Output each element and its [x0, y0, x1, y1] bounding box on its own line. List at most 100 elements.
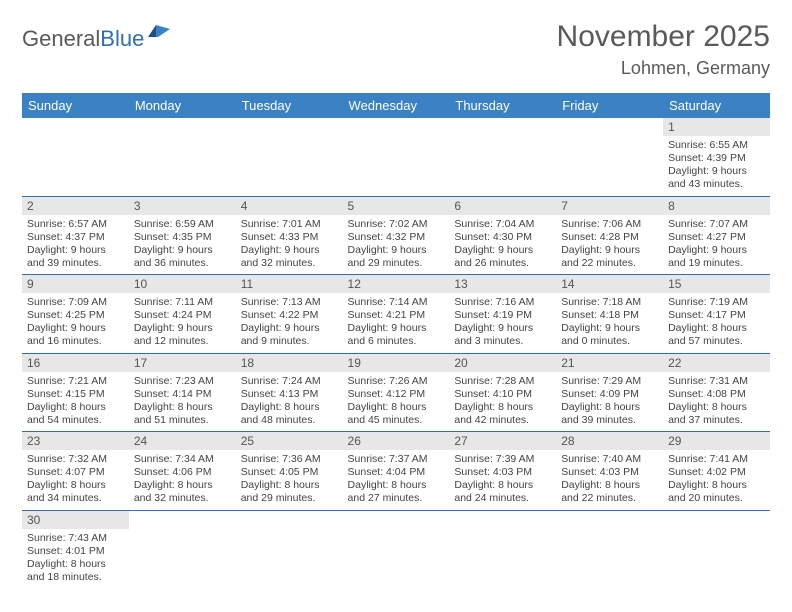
calendar-cell: 24Sunrise: 7:34 AMSunset: 4:06 PMDayligh…: [129, 432, 236, 511]
sunset-text: Sunset: 4:30 PM: [454, 231, 551, 244]
daylight-text: Daylight: 9 hours and 26 minutes.: [454, 244, 551, 270]
day-number: 23: [22, 432, 129, 450]
calendar-cell: [449, 510, 556, 588]
sunset-text: Sunset: 4:07 PM: [27, 466, 124, 479]
calendar-cell: 10Sunrise: 7:11 AMSunset: 4:24 PMDayligh…: [129, 275, 236, 354]
calendar-cell: [236, 510, 343, 588]
sunrise-text: Sunrise: 7:31 AM: [668, 375, 765, 388]
day-content: Sunrise: 7:06 AMSunset: 4:28 PMDaylight:…: [556, 215, 663, 275]
sunrise-text: Sunrise: 7:06 AM: [561, 218, 658, 231]
weekday-header: Friday: [556, 93, 663, 118]
day-number: 21: [556, 354, 663, 372]
daylight-text: Daylight: 9 hours and 0 minutes.: [561, 322, 658, 348]
daylight-text: Daylight: 8 hours and 39 minutes.: [561, 401, 658, 427]
sunrise-text: Sunrise: 7:21 AM: [27, 375, 124, 388]
header: GeneralBlue November 2025 Lohmen, German…: [22, 20, 770, 79]
sunrise-text: Sunrise: 7:40 AM: [561, 453, 658, 466]
sunset-text: Sunset: 4:01 PM: [27, 545, 124, 558]
sunrise-text: Sunrise: 7:11 AM: [134, 296, 231, 309]
day-number: 2: [22, 197, 129, 215]
day-content: Sunrise: 7:23 AMSunset: 4:14 PMDaylight:…: [129, 372, 236, 432]
day-content: Sunrise: 6:57 AMSunset: 4:37 PMDaylight:…: [22, 215, 129, 275]
sunset-text: Sunset: 4:05 PM: [241, 466, 338, 479]
sunrise-text: Sunrise: 7:16 AM: [454, 296, 551, 309]
calendar-cell: 2Sunrise: 6:57 AMSunset: 4:37 PMDaylight…: [22, 196, 129, 275]
logo-text: GeneralBlue: [22, 26, 144, 52]
daylight-text: Daylight: 8 hours and 42 minutes.: [454, 401, 551, 427]
weekday-header: Monday: [129, 93, 236, 118]
day-content: Sunrise: 7:07 AMSunset: 4:27 PMDaylight:…: [663, 215, 770, 275]
day-number: 4: [236, 197, 343, 215]
calendar-cell: 30Sunrise: 7:43 AMSunset: 4:01 PMDayligh…: [22, 510, 129, 588]
daylight-text: Daylight: 8 hours and 20 minutes.: [668, 479, 765, 505]
day-number: 1: [663, 118, 770, 136]
weekday-header-row: Sunday Monday Tuesday Wednesday Thursday…: [22, 93, 770, 118]
daylight-text: Daylight: 8 hours and 24 minutes.: [454, 479, 551, 505]
logo: GeneralBlue: [22, 26, 174, 52]
title-block: November 2025 Lohmen, Germany: [557, 20, 770, 79]
weekday-header: Thursday: [449, 93, 556, 118]
sunset-text: Sunset: 4:08 PM: [668, 388, 765, 401]
calendar-cell: 28Sunrise: 7:40 AMSunset: 4:03 PMDayligh…: [556, 432, 663, 511]
day-content: Sunrise: 7:18 AMSunset: 4:18 PMDaylight:…: [556, 293, 663, 353]
day-number: [343, 511, 450, 529]
sunset-text: Sunset: 4:03 PM: [561, 466, 658, 479]
day-content: Sunrise: 7:41 AMSunset: 4:02 PMDaylight:…: [663, 450, 770, 510]
calendar-cell: 15Sunrise: 7:19 AMSunset: 4:17 PMDayligh…: [663, 275, 770, 354]
daylight-text: Daylight: 8 hours and 32 minutes.: [134, 479, 231, 505]
daylight-text: Daylight: 8 hours and 48 minutes.: [241, 401, 338, 427]
sunrise-text: Sunrise: 7:24 AM: [241, 375, 338, 388]
calendar-cell: 1Sunrise: 6:55 AMSunset: 4:39 PMDaylight…: [663, 118, 770, 196]
sunset-text: Sunset: 4:35 PM: [134, 231, 231, 244]
calendar-cell: [236, 118, 343, 196]
day-number: 8: [663, 197, 770, 215]
daylight-text: Daylight: 9 hours and 43 minutes.: [668, 165, 765, 191]
sunrise-text: Sunrise: 7:41 AM: [668, 453, 765, 466]
day-number: 30: [22, 511, 129, 529]
daylight-text: Daylight: 9 hours and 22 minutes.: [561, 244, 658, 270]
sunset-text: Sunset: 4:37 PM: [27, 231, 124, 244]
sunset-text: Sunset: 4:13 PM: [241, 388, 338, 401]
day-content: Sunrise: 6:55 AMSunset: 4:39 PMDaylight:…: [663, 136, 770, 196]
daylight-text: Daylight: 8 hours and 22 minutes.: [561, 479, 658, 505]
day-content: Sunrise: 7:43 AMSunset: 4:01 PMDaylight:…: [22, 529, 129, 589]
day-content: Sunrise: 7:36 AMSunset: 4:05 PMDaylight:…: [236, 450, 343, 510]
daylight-text: Daylight: 9 hours and 36 minutes.: [134, 244, 231, 270]
sunset-text: Sunset: 4:25 PM: [27, 309, 124, 322]
calendar-row: 16Sunrise: 7:21 AMSunset: 4:15 PMDayligh…: [22, 353, 770, 432]
daylight-text: Daylight: 8 hours and 27 minutes.: [348, 479, 445, 505]
day-number: [449, 118, 556, 136]
day-number: 12: [343, 275, 450, 293]
daylight-text: Daylight: 9 hours and 32 minutes.: [241, 244, 338, 270]
day-number: 9: [22, 275, 129, 293]
calendar-cell: 17Sunrise: 7:23 AMSunset: 4:14 PMDayligh…: [129, 353, 236, 432]
calendar-cell: [343, 510, 450, 588]
day-number: 18: [236, 354, 343, 372]
day-number: [22, 118, 129, 136]
day-content: Sunrise: 7:29 AMSunset: 4:09 PMDaylight:…: [556, 372, 663, 432]
daylight-text: Daylight: 8 hours and 34 minutes.: [27, 479, 124, 505]
calendar-cell: 9Sunrise: 7:09 AMSunset: 4:25 PMDaylight…: [22, 275, 129, 354]
sunset-text: Sunset: 4:09 PM: [561, 388, 658, 401]
calendar-cell: 20Sunrise: 7:28 AMSunset: 4:10 PMDayligh…: [449, 353, 556, 432]
day-content: Sunrise: 7:11 AMSunset: 4:24 PMDaylight:…: [129, 293, 236, 353]
day-content: Sunrise: 7:28 AMSunset: 4:10 PMDaylight:…: [449, 372, 556, 432]
day-content: Sunrise: 7:39 AMSunset: 4:03 PMDaylight:…: [449, 450, 556, 510]
calendar-cell: [449, 118, 556, 196]
sunrise-text: Sunrise: 7:23 AM: [134, 375, 231, 388]
calendar-row: 23Sunrise: 7:32 AMSunset: 4:07 PMDayligh…: [22, 432, 770, 511]
day-content: Sunrise: 7:37 AMSunset: 4:04 PMDaylight:…: [343, 450, 450, 510]
sunrise-text: Sunrise: 7:43 AM: [27, 532, 124, 545]
calendar-row: 30Sunrise: 7:43 AMSunset: 4:01 PMDayligh…: [22, 510, 770, 588]
day-content: Sunrise: 7:32 AMSunset: 4:07 PMDaylight:…: [22, 450, 129, 510]
day-number: [236, 118, 343, 136]
day-number: 15: [663, 275, 770, 293]
sunset-text: Sunset: 4:04 PM: [348, 466, 445, 479]
sunrise-text: Sunrise: 7:02 AM: [348, 218, 445, 231]
day-number: 14: [556, 275, 663, 293]
day-content: Sunrise: 7:13 AMSunset: 4:22 PMDaylight:…: [236, 293, 343, 353]
calendar-cell: [556, 510, 663, 588]
weekday-header: Saturday: [663, 93, 770, 118]
day-number: [129, 118, 236, 136]
calendar-cell: 7Sunrise: 7:06 AMSunset: 4:28 PMDaylight…: [556, 196, 663, 275]
